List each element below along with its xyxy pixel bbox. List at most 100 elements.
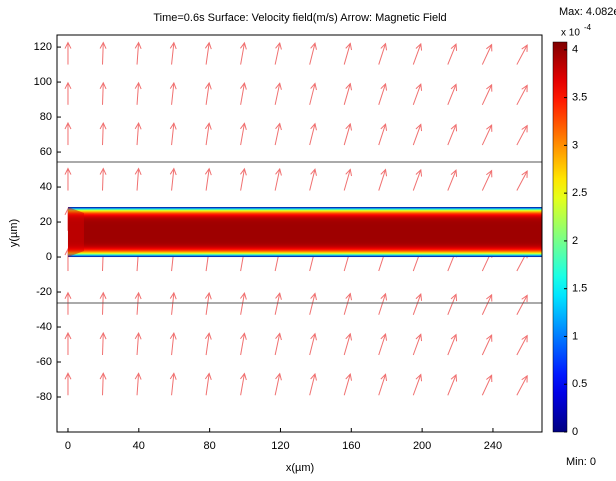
y-tick-label: 100 [34, 76, 52, 88]
arrow-shaft [481, 124, 493, 146]
arrow-shaft [412, 43, 422, 65]
arrow [134, 331, 142, 356]
x-tick-label: 240 [484, 440, 502, 452]
arrow-head [450, 123, 458, 132]
arrow-shaft [378, 374, 387, 396]
arrow [240, 167, 247, 191]
arrow [412, 293, 423, 315]
arrow [169, 41, 177, 65]
arrow-head [310, 42, 317, 50]
arrow [309, 82, 317, 105]
arrow [481, 169, 493, 191]
arrow [481, 293, 493, 315]
arrow-shaft [136, 333, 140, 356]
arrow-shaft [309, 83, 316, 105]
arrow-head [134, 167, 142, 175]
arrow-shaft [102, 42, 104, 65]
arrow-shaft [240, 83, 245, 105]
arrow [412, 373, 423, 396]
arrow [481, 374, 493, 396]
colorbar-tick-label: 3 [572, 139, 578, 151]
arrow [412, 83, 423, 105]
arrow [516, 44, 528, 65]
arrow [447, 293, 458, 315]
arrow-head [450, 373, 458, 382]
arrow [378, 333, 388, 356]
arrow [204, 81, 212, 105]
arrow [99, 291, 107, 315]
arrow-head [275, 167, 282, 176]
arrow [309, 332, 317, 356]
arrow-shaft [274, 333, 281, 356]
arrow-head [99, 372, 107, 380]
arrow [274, 82, 282, 105]
arrow-shaft [378, 169, 387, 191]
arrow-head [345, 373, 352, 381]
arrow [240, 332, 247, 356]
arrow [99, 81, 107, 105]
arrow-shaft [240, 333, 245, 356]
arrow [343, 332, 352, 356]
arrow-shaft [171, 333, 175, 356]
arrow [447, 83, 458, 105]
arrow-shaft [412, 169, 422, 191]
arrow-head [521, 44, 528, 52]
arrow [343, 168, 352, 191]
arrow-shaft [274, 42, 281, 65]
arrow-shaft [343, 43, 351, 65]
arrow-head [64, 121, 72, 130]
arrow-head [204, 81, 212, 90]
arrow [64, 291, 72, 315]
arrow-shaft [171, 82, 175, 105]
arrow-shaft [447, 43, 457, 65]
arrow-shaft [274, 83, 281, 105]
arrow [169, 291, 177, 315]
arrow-shaft [205, 333, 210, 356]
arrow-head [450, 293, 458, 302]
arrow-shaft [447, 334, 457, 356]
arrow-head [310, 168, 317, 176]
arrow [309, 122, 317, 146]
arrow [169, 372, 177, 396]
arrow-shaft [136, 123, 140, 146]
arrow-head [345, 42, 352, 51]
arrow-head [450, 83, 458, 92]
arrow-head [380, 333, 388, 341]
arrow-head [275, 41, 282, 50]
min-label: Min: 0 [566, 456, 596, 468]
x-tick-label: 120 [271, 440, 289, 452]
arrow-head [240, 41, 247, 50]
arrow-head [99, 41, 107, 49]
colorbar-tick-label: 0 [572, 426, 578, 438]
arrow-head [240, 332, 247, 340]
arrow-head [486, 334, 493, 342]
y-tick-label: 60 [40, 146, 52, 158]
arrow-shaft [309, 43, 316, 65]
arrow-head [521, 294, 528, 303]
arrow-head [169, 332, 177, 340]
arrow-head [134, 372, 142, 380]
arrow [99, 121, 107, 146]
arrow [309, 372, 317, 396]
arrow-shaft [240, 168, 245, 191]
arrow [169, 122, 177, 146]
arrow-head [64, 331, 72, 340]
arrow [481, 83, 493, 106]
arrow [274, 122, 282, 146]
arrow [134, 167, 142, 191]
arrow-head [204, 167, 212, 176]
arrow-head [99, 291, 107, 300]
arrow [516, 84, 528, 106]
arrow [99, 331, 107, 356]
arrow-shaft [481, 170, 493, 191]
arrow-shaft [171, 168, 175, 191]
arrow-head [169, 291, 177, 300]
arrow-head [486, 293, 493, 302]
arrow-head [64, 81, 72, 90]
chart-title: Time=0.6s Surface: Velocity field(m/s) A… [153, 12, 446, 24]
arrow-shaft [171, 373, 175, 396]
arrow-shaft [102, 333, 104, 356]
arrow-head [415, 42, 423, 51]
arrow-head [450, 169, 458, 177]
arrow-head [134, 81, 142, 90]
